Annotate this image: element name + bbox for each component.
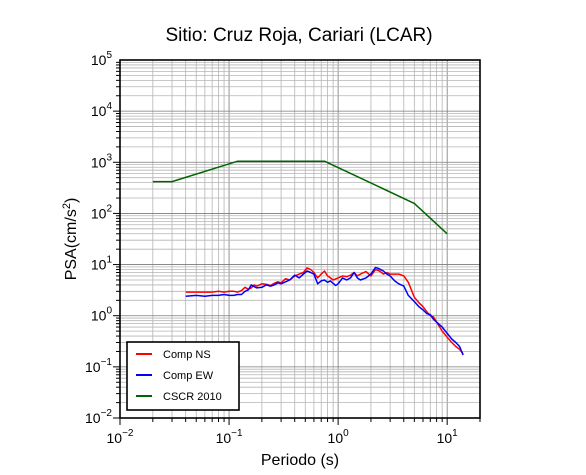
y-tick-label: 10−1 <box>85 357 112 375</box>
x-tick-label-exponent: 1 <box>452 428 458 439</box>
y-tick-label-exponent: 3 <box>106 152 112 163</box>
x-tick-label-base: 10 <box>107 430 123 446</box>
y-tick-label-exponent: 0 <box>106 306 112 317</box>
plot-frame <box>119 59 481 419</box>
y-tick-label: 100 <box>91 306 113 324</box>
y-tick-label-base: 10 <box>91 308 107 324</box>
series-layer <box>152 160 464 356</box>
y-tick-label-exponent: 5 <box>106 50 112 61</box>
y-tick-label-base: 10 <box>85 359 101 375</box>
y-tick-label: 101 <box>91 255 113 273</box>
y-tick-label: 105 <box>91 50 113 68</box>
x-tick-label-exponent: −1 <box>231 428 243 439</box>
y-axis-label-main: PSA(cm/s <box>63 209 80 280</box>
legend-label-3: CSCR 2010 <box>163 391 222 403</box>
y-tick-label: 103 <box>91 152 113 170</box>
y-axis-label-superscript: 2 <box>61 203 73 209</box>
y-tick-label-base: 10 <box>91 257 107 273</box>
y-tick-label-exponent: 4 <box>106 101 112 112</box>
y-tick-label-exponent: 2 <box>106 203 112 214</box>
y-tick-label: 10−2 <box>85 408 112 426</box>
y-tick-label-exponent: −2 <box>101 408 113 419</box>
legend-label-1: Comp NS <box>163 349 211 361</box>
series-line-2 <box>185 266 464 356</box>
x-tick-label-base: 10 <box>437 430 453 446</box>
series-line-3 <box>152 160 448 235</box>
y-tick-label-base: 10 <box>91 52 107 68</box>
x-tick-label-exponent: 0 <box>343 428 349 439</box>
y-axis-label-close: ) <box>63 198 80 203</box>
x-tick-label: 10−1 <box>216 428 243 446</box>
x-tick-label-base: 10 <box>328 430 344 446</box>
y-tick-label-exponent: 1 <box>106 255 112 266</box>
y-axis-label: PSA(cm/s2) <box>61 198 80 281</box>
x-tick-label-base: 10 <box>216 430 232 446</box>
y-tick-label-base: 10 <box>91 103 107 119</box>
y-tick-label-base: 10 <box>85 410 101 426</box>
x-tick-label: 10−2 <box>107 428 134 446</box>
legend: Comp NS Comp EW CSCR 2010 <box>126 341 240 411</box>
tick-marks <box>113 61 481 425</box>
legend-label-2: Comp EW <box>163 370 214 382</box>
x-axis-label: Periodo (s) <box>261 452 339 469</box>
chart-title: Sitio: Cruz Roja, Cariari (LCAR) <box>165 25 432 46</box>
x-tick-label-exponent: −2 <box>122 428 134 439</box>
y-tick-label: 104 <box>91 101 113 119</box>
y-tick-label-exponent: −1 <box>101 357 113 368</box>
x-tick-label: 100 <box>328 428 350 446</box>
series-line-1 <box>185 267 464 355</box>
x-tick-label: 101 <box>437 428 459 446</box>
y-tick-label: 102 <box>91 203 113 221</box>
grid-lines <box>119 60 481 419</box>
y-tick-label-base: 10 <box>91 205 107 221</box>
y-tick-label-base: 10 <box>91 154 107 170</box>
